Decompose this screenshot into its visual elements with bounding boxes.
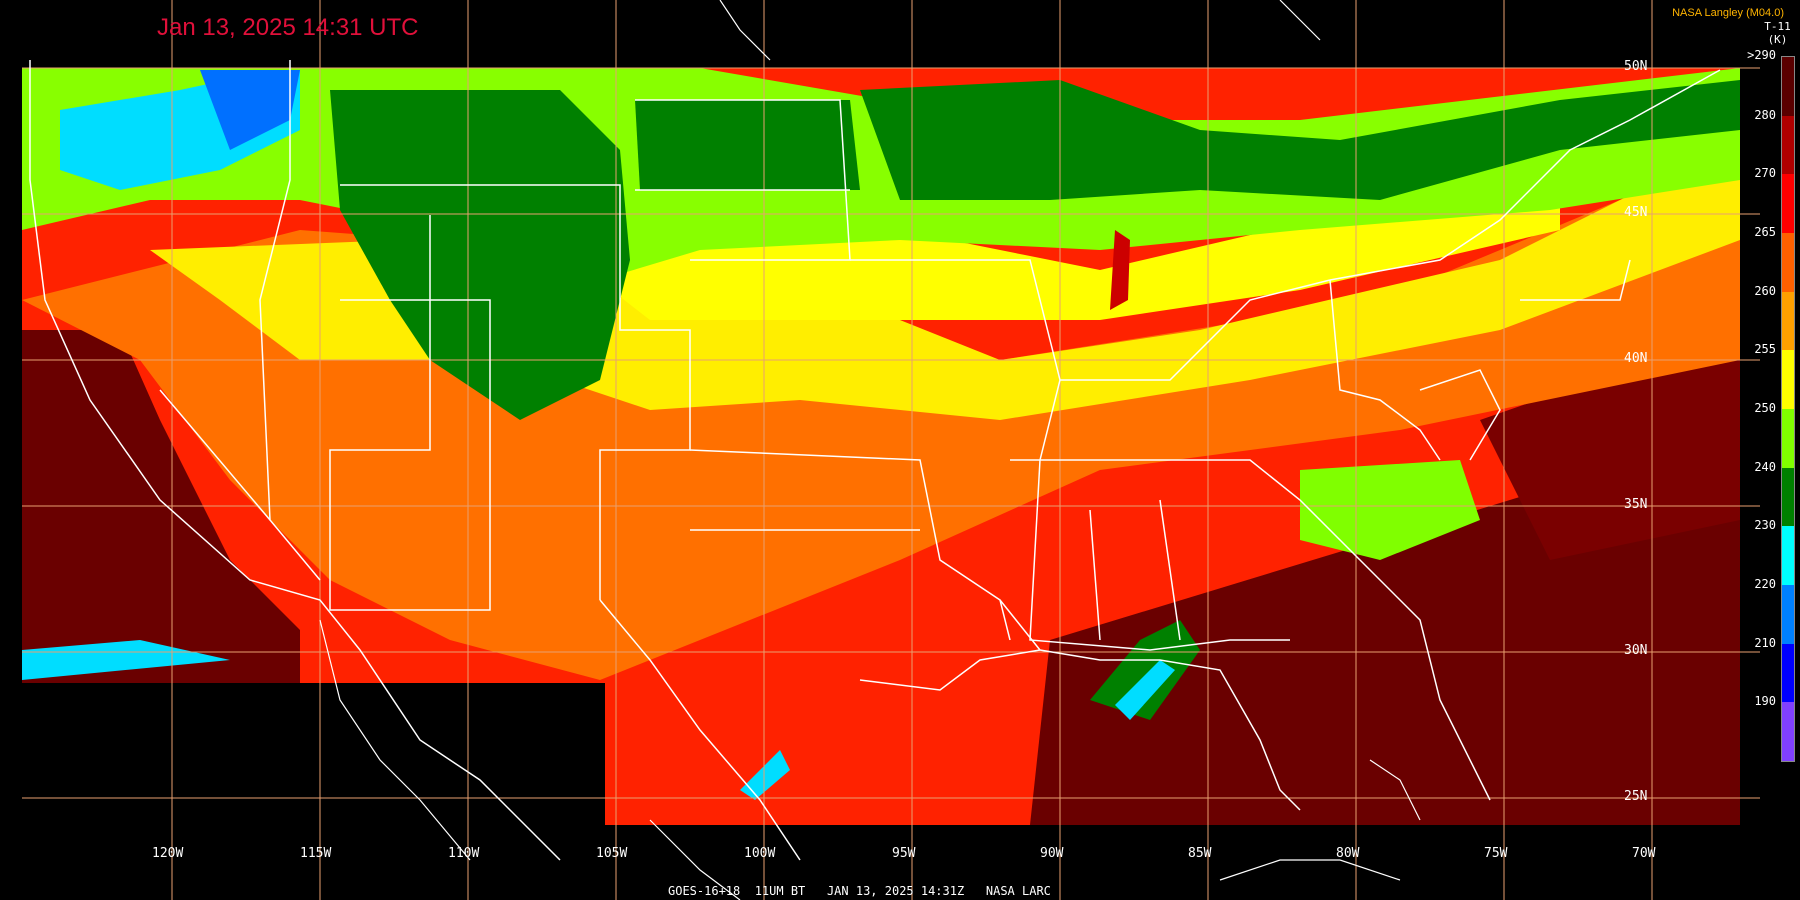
colorbar-segment — [1782, 467, 1794, 527]
political-boundaries — [29, 60, 1721, 861]
colorbar-label: 255 — [1754, 342, 1776, 357]
latitude-label: 40N — [1624, 351, 1648, 366]
longitude-label: 80W — [1336, 846, 1360, 861]
longitude-label: 115W — [300, 846, 332, 861]
timestamp-label: Jan 13, 2025 14:31 UTC — [157, 14, 419, 41]
colorbar-label: 265 — [1754, 225, 1776, 239]
longitude-label: 75W — [1484, 846, 1508, 861]
longitude-label: 120W — [152, 846, 184, 861]
colorbar-label: 210 — [1754, 635, 1776, 650]
latitude-label: 25N — [1624, 789, 1648, 804]
colorbar-label: 270 — [1754, 166, 1776, 181]
colorbar-segment — [1782, 174, 1794, 233]
satellite-imagery — [22, 68, 1740, 825]
colorbar-label: >290 — [1747, 48, 1776, 62]
longitude-label: 90W — [1040, 846, 1064, 861]
colorbar-segment — [1782, 115, 1794, 175]
longitude-label: 105W — [596, 846, 628, 861]
longitude-label: 100W — [744, 846, 776, 861]
colorbar-label: 260 — [1754, 283, 1776, 298]
colorbar-segment — [1782, 702, 1794, 761]
colorbar-label: 190 — [1754, 694, 1776, 709]
latitude-label: 45N — [1624, 205, 1648, 220]
longitude-label: 110W — [448, 846, 480, 861]
latitude-label: 50N — [1624, 59, 1648, 74]
colorbar-segment — [1782, 526, 1794, 585]
colorbar-segment — [1782, 643, 1794, 703]
colorbar-segment — [1782, 408, 1794, 468]
footer-caption: GOES-16+18 11UM BT JAN 13, 2025 14:31Z N… — [668, 884, 1051, 898]
colorbar — [1781, 56, 1795, 762]
longitude-label: 85W — [1188, 846, 1212, 861]
colorbar-label: 280 — [1754, 107, 1776, 122]
coastlines-outer — [319, 0, 1421, 900]
longitude-label: 95W — [892, 846, 916, 861]
colorbar-segment — [1782, 57, 1794, 116]
colorbar-label: 240 — [1754, 459, 1776, 474]
longitude-label: 70W — [1632, 846, 1656, 861]
colorbar-unit: (K) — [1767, 33, 1788, 46]
colorbar-segment — [1782, 291, 1794, 351]
lat-lon-graticule — [22, 0, 1760, 900]
colorbar-product: T-11 — [1764, 20, 1791, 33]
colorbar-label: 220 — [1754, 577, 1776, 591]
credit-label: NASA Langley (M04.0) — [1672, 7, 1784, 19]
colorbar-segment — [1782, 584, 1794, 644]
colorbar-segment — [1782, 350, 1794, 409]
latitude-label: 30N — [1624, 643, 1648, 658]
colorbar-label: 230 — [1754, 518, 1776, 533]
colorbar-label: 250 — [1754, 401, 1776, 415]
latitude-label: 35N — [1624, 497, 1648, 512]
colorbar-segment — [1782, 232, 1794, 292]
colorbar-title: T-11 (K) — [1755, 20, 1800, 46]
